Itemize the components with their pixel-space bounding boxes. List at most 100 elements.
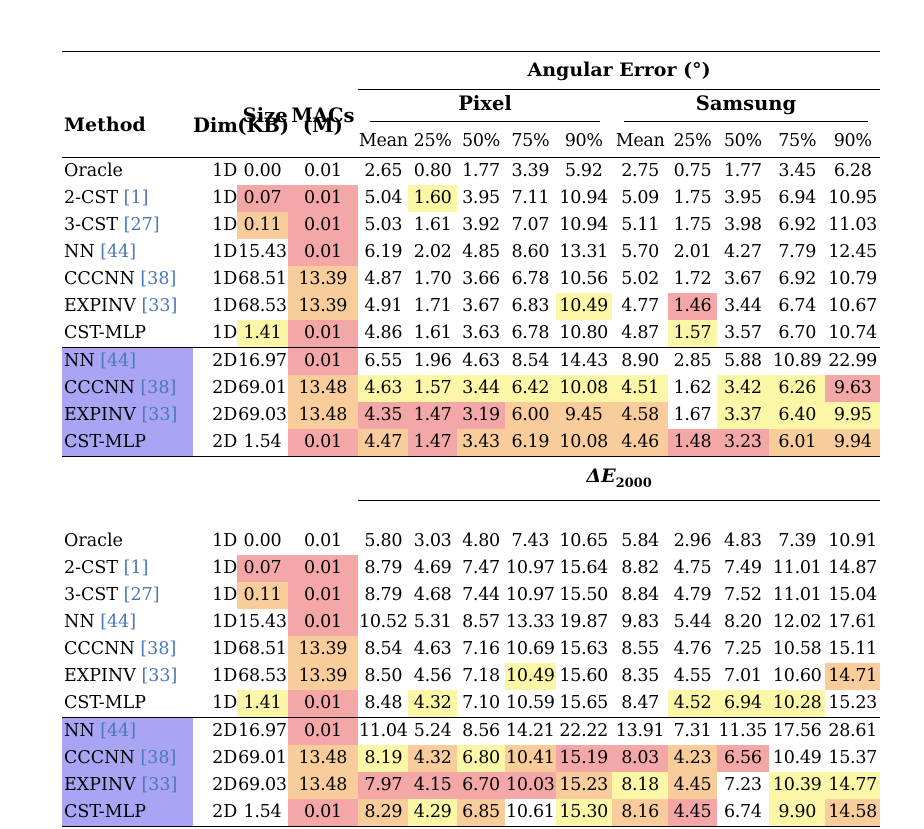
value-cell: 4.46 [611,429,669,457]
macs-cell: 0.01 [287,582,359,609]
citation-link[interactable]: [38] [134,268,177,289]
angular-row: Oracle 1D 0.00 0.01 2.65 0.80 1.77 3.39 5.92 2.75… [62,158,880,186]
value-cell: 3.95 [462,187,500,208]
value-cell: 4.86 [358,320,409,348]
value-cell: 1.75 [673,187,712,208]
citation-link[interactable]: [38] [134,377,177,398]
size-cell: 1.54 [237,429,288,457]
method-name: CST-MLP [64,801,147,822]
macs-cell: 13.48 [287,375,359,402]
angular-row: NN [44] 1D 15.43 0.01 6.19 2.02 4.85 8.60 13.31 5… [62,239,880,266]
value-cell: 6.94 [716,690,770,718]
value-cell: 15.50 [559,584,609,605]
value-cell: 4.29 [408,799,457,827]
method-cell: CCCNN [38] [62,745,193,772]
macs-cell: 13.39 [287,293,359,320]
value-cell: 17.61 [828,611,877,632]
value-cell: 1.48 [668,429,717,457]
dim-cell: 2D [212,350,238,371]
value-cell: 5.11 [621,214,659,235]
method-name: NN [64,350,95,371]
delta-row: 2-CST [1] 1D 0.07 0.01 8.79 4.69 7.47 10.97 15.6… [62,555,880,582]
value-cell: 8.47 [611,690,669,718]
value-cell: 1.47 [408,402,457,429]
value-cell: 13.31 [559,241,609,262]
macs-cell: 0.01 [303,530,342,551]
value-cell: 6.26 [769,375,826,402]
size-cell: 15.43 [238,611,287,632]
citation-link[interactable]: [38] [134,747,177,768]
value-cell: 7.23 [723,774,762,795]
value-cell: 14.87 [828,557,877,578]
value-cell: 4.15 [408,772,457,799]
value-cell: 10.95 [828,187,877,208]
method-cell: 2-CST [1] [62,555,193,582]
size-cell: 68.53 [238,665,287,686]
citation-link[interactable]: [33] [135,774,178,795]
value-cell: 10.03 [505,772,556,799]
value-cell: 6.94 [778,187,817,208]
citation-link[interactable]: [44] [94,611,137,632]
method-cell: NN [44] [62,239,193,266]
value-cell: 4.47 [358,429,409,457]
size-cell: 69.01 [238,747,287,768]
value-cell: 1.47 [408,429,457,457]
value-cell: 5.03 [364,214,403,235]
value-cell: 14.58 [825,799,880,827]
citation-link[interactable]: [27] [118,584,160,605]
method-name: CCCNN [64,377,135,398]
value-cell: 8.54 [511,350,550,371]
method-cell: NN [44] [62,609,193,636]
value-cell: 1.61 [413,214,452,235]
value-cell: 5.04 [364,187,403,208]
value-cell: 8.29 [358,799,409,827]
citation-link[interactable]: [44] [94,350,137,371]
value-cell: 1.70 [413,268,452,289]
value-cell: 12.45 [828,241,877,262]
method-cell: EXPINV [33] [62,663,193,690]
citation-link[interactable]: [33] [135,665,178,686]
value-cell: 7.49 [723,557,762,578]
value-cell: 3.43 [456,429,506,457]
value-cell: 15.60 [559,665,609,686]
value-cell: 0.75 [673,160,712,181]
value-cell: 6.01 [769,429,826,457]
method-name: EXPINV [64,404,136,425]
citation-link[interactable]: [33] [135,404,178,425]
citation-link[interactable]: [1] [118,187,149,208]
method-name: CST-MLP [64,322,147,343]
citation-link[interactable]: [38] [134,638,177,659]
method-name: EXPINV [64,665,136,686]
citation-link[interactable]: [44] [94,720,137,741]
dim-cell: 1D [212,530,238,551]
value-cell: 8.20 [723,611,762,632]
delta-e-subscript: 2000 [615,475,652,491]
value-cell: 1.75 [673,214,712,235]
size-cell: 16.97 [238,720,287,741]
citation-link[interactable]: [27] [118,214,160,235]
value-cell: 4.85 [462,241,500,262]
value-cell: 1.96 [413,350,452,371]
value-cell: 6.74 [716,799,770,827]
size-cell: 1.41 [237,320,288,348]
value-cell: 3.98 [723,214,762,235]
value-cell: 8.03 [611,745,669,772]
value-cell: 6.56 [716,745,770,772]
method-name: CCCNN [64,638,135,659]
delta-row: 3-CST [27] 1D 0.11 0.01 8.79 4.68 7.44 10.97 15.… [62,582,880,609]
value-cell: 3.45 [778,160,817,181]
stat-header: 50% [456,125,506,158]
citation-link[interactable]: [33] [135,295,178,316]
value-cell: 13.33 [506,611,555,632]
value-cell: 1.62 [673,377,712,398]
value-cell: 5.80 [364,530,403,551]
citation-link[interactable]: [44] [94,241,137,262]
value-cell: 4.77 [621,295,659,316]
value-cell: 8.82 [621,557,659,578]
value-cell: 1.72 [673,268,712,289]
citation-link[interactable]: [1] [118,557,149,578]
value-cell: 10.49 [505,663,556,690]
delta-row: NN [44] 1D 15.43 0.01 10.52 5.31 8.57 13.33 19.8… [62,609,880,636]
value-cell: 7.10 [456,690,506,718]
value-cell: 28.61 [828,720,877,741]
